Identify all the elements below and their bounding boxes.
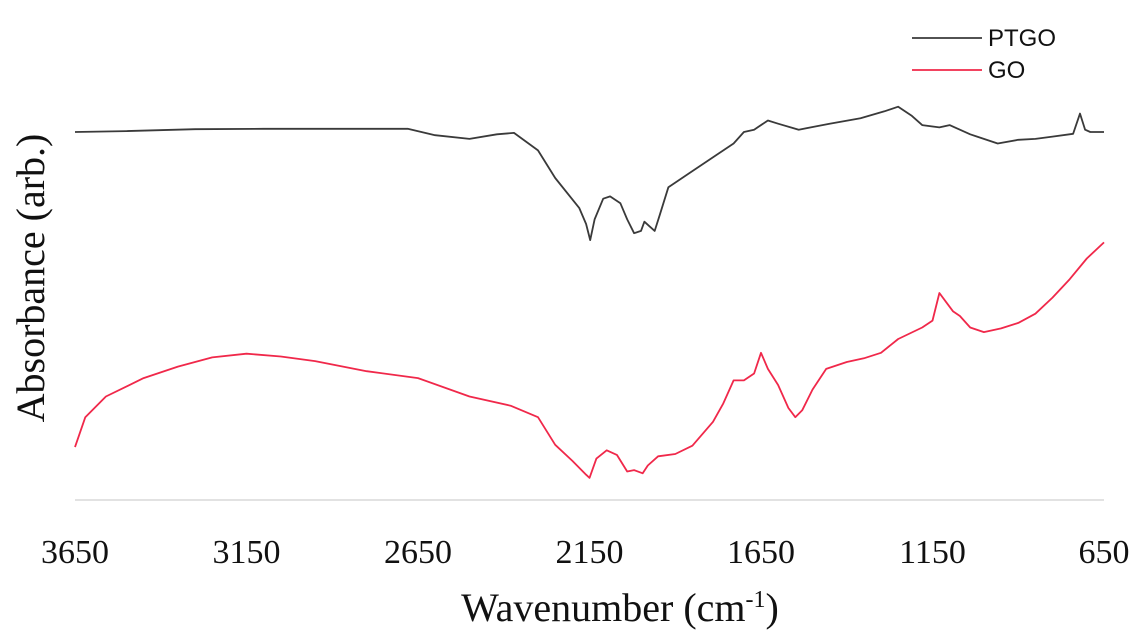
x-axis-label-main: Wavenumber (cm	[461, 585, 745, 630]
x-axis-label: Wavenumber (cm-1)	[461, 585, 779, 630]
x-tick-label: 1650	[727, 534, 795, 571]
x-tick-label: 3150	[213, 534, 281, 571]
series-line-go	[74, 241, 1105, 479]
y-axis-label: Absorbance (arb.)	[8, 134, 53, 423]
series-layer	[74, 105, 1105, 479]
x-axis-label-close: )	[766, 585, 779, 630]
x-tick-labels: 3650 3150 2650 2150 1650 1150 650	[41, 534, 1130, 571]
x-axis-label-superscript: -1	[746, 587, 766, 613]
x-tick-label: 3650	[41, 534, 109, 571]
legend-label-go: GO	[988, 57, 1025, 84]
series-line-ptgo	[74, 105, 1104, 241]
x-tick-label: 1150	[899, 534, 966, 571]
legend-label-ptgo: PTGO	[988, 25, 1056, 52]
x-tick-label: 650	[1079, 534, 1130, 571]
legend: PTGO GO	[912, 25, 1056, 84]
x-tick-label: 2150	[556, 534, 624, 571]
x-tick-label: 2650	[384, 534, 452, 571]
